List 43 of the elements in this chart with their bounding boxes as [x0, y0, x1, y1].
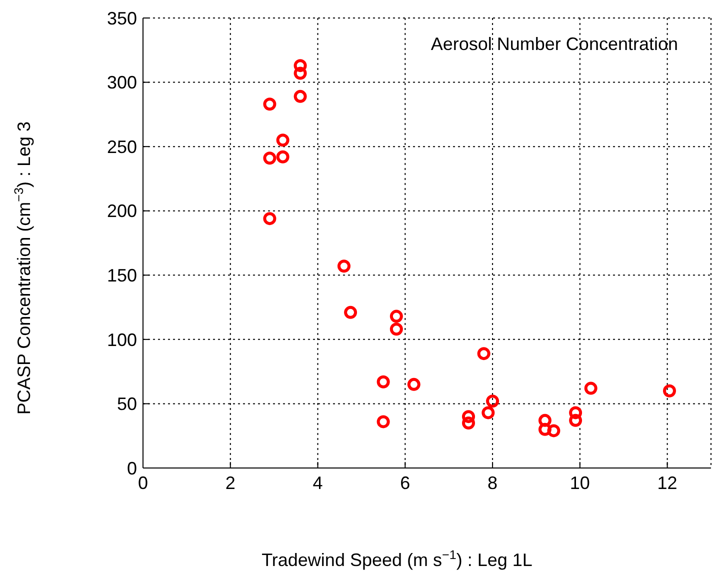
x-axis-title: Tradewind Speed (m s$^{−1}$) : Leg 1L [262, 548, 532, 570]
y-tick-label: 250 [106, 136, 137, 157]
y-tick-label: 100 [106, 330, 137, 350]
y-tick-label: 50 [116, 394, 137, 414]
y-tick-label: 150 [106, 266, 137, 286]
annotation: Aerosol Number Concentration [430, 34, 678, 54]
x-tick-label: 10 [570, 472, 590, 493]
point [486, 394, 500, 408]
x-tick-label: 2 [225, 472, 236, 493]
point [569, 414, 582, 427]
x-tick-label: 8 [488, 472, 498, 493]
y-tick-label: 350 [106, 8, 137, 28]
point [407, 378, 420, 391]
point [294, 59, 307, 72]
point [276, 150, 290, 164]
point [344, 306, 358, 319]
point [376, 415, 390, 428]
point [263, 152, 276, 165]
point [662, 384, 676, 398]
x-tick-label: 6 [400, 472, 410, 493]
point [462, 410, 476, 424]
point [569, 406, 582, 420]
point [294, 90, 307, 103]
point [547, 424, 560, 438]
x-tick-label: 4 [312, 472, 323, 493]
y-tick-label: 300 [106, 72, 137, 93]
point [337, 260, 350, 273]
point [482, 406, 495, 420]
point [294, 66, 307, 80]
point [538, 422, 552, 436]
point [263, 98, 276, 111]
point [538, 414, 552, 427]
point [390, 322, 403, 336]
point [584, 382, 598, 395]
point [462, 416, 476, 430]
point [390, 310, 403, 323]
y-tick-label: 0 [126, 458, 137, 478]
x-tick-label: 12 [657, 472, 678, 493]
point [263, 212, 276, 226]
point [376, 375, 390, 388]
point [477, 347, 490, 360]
point [276, 134, 290, 147]
y-tick-label: 200 [106, 201, 137, 222]
